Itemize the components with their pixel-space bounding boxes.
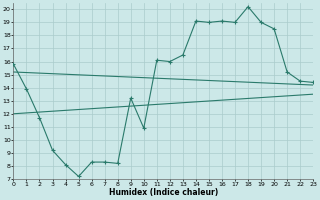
X-axis label: Humidex (Indice chaleur): Humidex (Indice chaleur) [109,188,218,197]
